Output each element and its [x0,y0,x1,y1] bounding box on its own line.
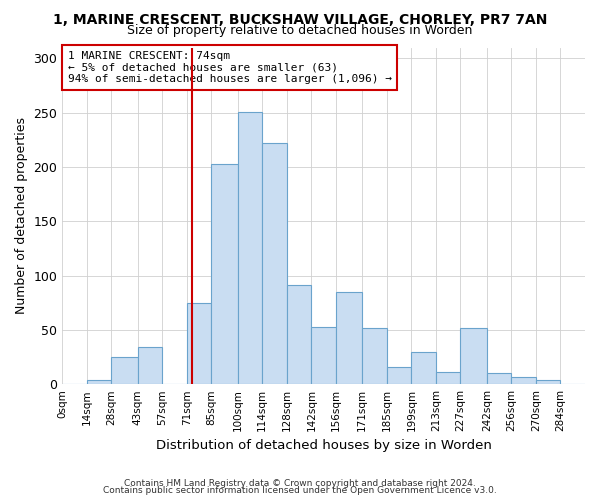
Bar [412,352,436,384]
Text: 1, MARINE CRESCENT, BUCKSHAW VILLAGE, CHORLEY, PR7 7AN: 1, MARINE CRESCENT, BUCKSHAW VILLAGE, CH… [53,12,547,26]
Text: 1 MARINE CRESCENT: 74sqm
← 5% of detached houses are smaller (63)
94% of semi-de: 1 MARINE CRESCENT: 74sqm ← 5% of detache… [68,51,392,84]
Bar [187,302,211,384]
Bar [87,380,112,384]
Bar [238,112,262,384]
Bar [460,328,487,384]
Bar [211,164,238,384]
Bar [536,380,560,384]
Text: Contains public sector information licensed under the Open Government Licence v3: Contains public sector information licen… [103,486,497,495]
Bar [511,376,536,384]
Bar [262,143,287,384]
Bar [138,348,162,384]
Bar [487,374,511,384]
Bar [387,367,412,384]
Bar [311,326,336,384]
Text: Size of property relative to detached houses in Worden: Size of property relative to detached ho… [127,24,473,37]
X-axis label: Distribution of detached houses by size in Worden: Distribution of detached houses by size … [156,440,491,452]
Bar [436,372,460,384]
Text: Contains HM Land Registry data © Crown copyright and database right 2024.: Contains HM Land Registry data © Crown c… [124,478,476,488]
Bar [336,292,362,384]
Bar [287,286,311,384]
Bar [112,357,138,384]
Y-axis label: Number of detached properties: Number of detached properties [15,118,28,314]
Bar [362,328,387,384]
